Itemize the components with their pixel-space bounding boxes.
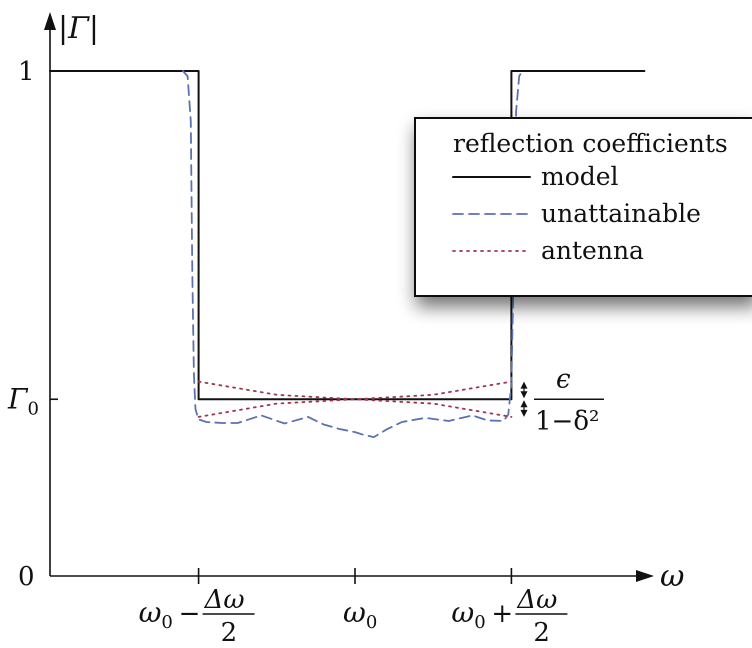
series-model-line [49,70,646,401]
y-axis-label: |Γ| [58,11,99,46]
x-axis-label: ω [660,559,684,594]
series-model [49,70,646,401]
x-axis-arrow [636,570,654,582]
svg-text:ω0: ω0 [451,596,485,633]
legend-entry-model: model [452,162,619,191]
svg-text:−: − [179,599,201,629]
annotation-denominator: 1−δ² [535,406,599,436]
svg-text:Δω: Δω [516,585,557,615]
svg-text:ω0: ω0 [343,596,377,633]
y-tick-label: Γ0 [7,382,39,419]
legend-label: model [541,162,619,191]
legend-entry-antenna: antenna [452,236,644,265]
x-tick-label: ω0− Δω2 [139,585,255,648]
y-axis-arrow [44,12,56,30]
y-tick-label: 0 [18,562,35,592]
legend-entry-unattainable: unattainable [452,199,701,228]
epsilon-annotation: ϵ 1−δ² [520,364,604,436]
legend-label: antenna [541,236,644,265]
svg-text:2: 2 [221,618,238,648]
svg-text:ω0: ω0 [139,596,173,633]
legend-box [414,117,752,297]
x-tick-label: ω0 [343,596,377,633]
svg-text:2: 2 [533,618,550,648]
annotation-numerator: ϵ [556,364,571,394]
x-tick-label: ω0 + Δω2 [451,585,568,648]
series-unattainable-line [182,70,524,438]
series-antenna-curve [197,398,513,418]
legend-title: reflection coefficients [453,129,728,158]
svg-text:+: + [491,599,513,629]
series-antenna-curve [197,380,513,401]
y-tick-label: 1 [18,57,35,87]
legend: reflection coefficients model unattainabl… [414,117,752,297]
series-unattainable [182,70,524,438]
svg-text:Δω: Δω [204,585,245,615]
legend-label: unattainable [541,199,701,228]
